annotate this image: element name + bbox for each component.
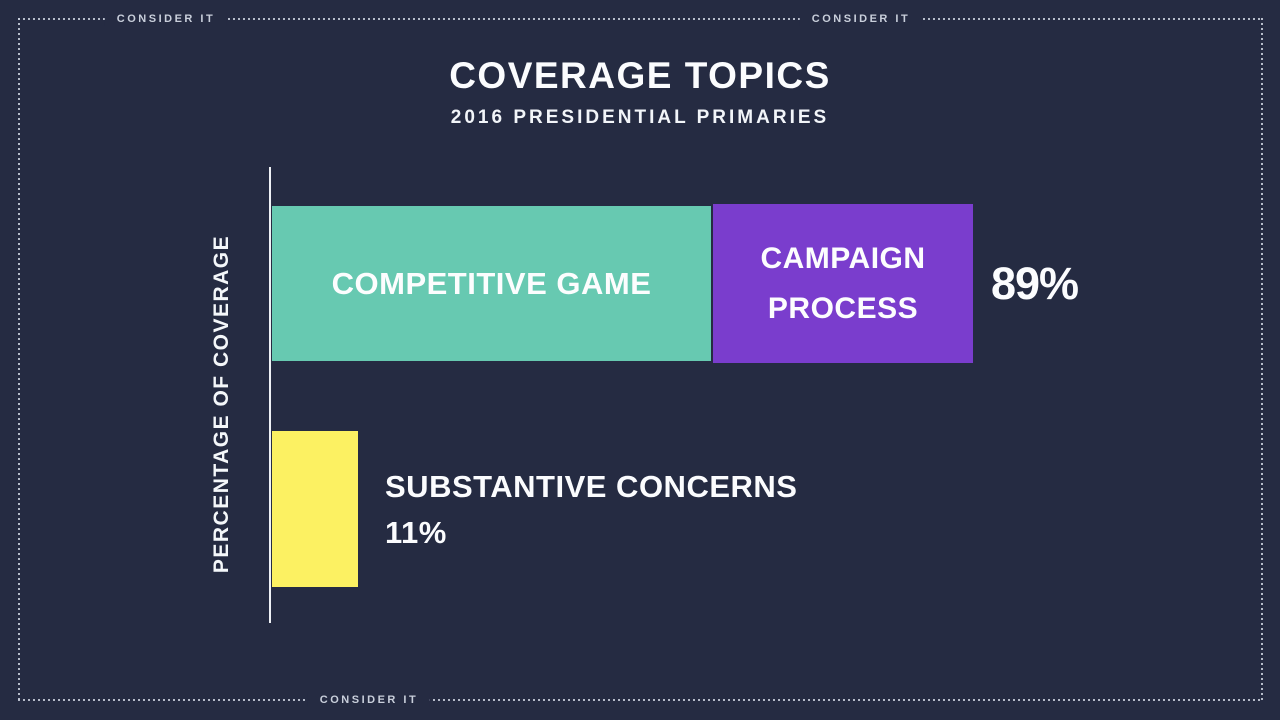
bar-segment-label: CAMPAIGN PROCESS — [760, 241, 926, 325]
y-axis-label: PERCENTAGE OF COVERAGE — [210, 234, 233, 574]
frame-border-right — [1261, 18, 1263, 701]
bar-segment-substantive-concerns — [272, 431, 358, 587]
chart-subtitle: 2016 PRESIDENTIAL PRIMARIES — [450, 107, 830, 128]
bar-segment-label: SUBSTANTIVE CONCERNS — [385, 469, 798, 504]
bar-value-label-89: 89% — [991, 257, 1079, 309]
frame-border-top — [18, 18, 1263, 20]
bar-segment-competitive-game: COMPETITIVE GAME — [272, 206, 711, 361]
brand-label-top-right: CONSIDER IT — [799, 12, 923, 26]
bar-segment-campaign-process: CAMPAIGN PROCESS — [713, 204, 973, 363]
bar-value-label-11: 11% — [385, 515, 447, 550]
y-axis-line — [269, 167, 271, 623]
frame-border-left — [18, 18, 20, 701]
chart-title: COVERAGE TOPICS — [449, 55, 831, 96]
brand-label-bottom: CONSIDER IT — [307, 693, 431, 707]
frame-border-bottom — [18, 699, 1263, 701]
brand-label-top-left: CONSIDER IT — [104, 12, 228, 26]
bar-label-substantive-concerns: SUBSTANTIVE CONCERNS 11% — [385, 464, 797, 556]
bar-segment-label: COMPETITIVE GAME — [331, 265, 652, 301]
